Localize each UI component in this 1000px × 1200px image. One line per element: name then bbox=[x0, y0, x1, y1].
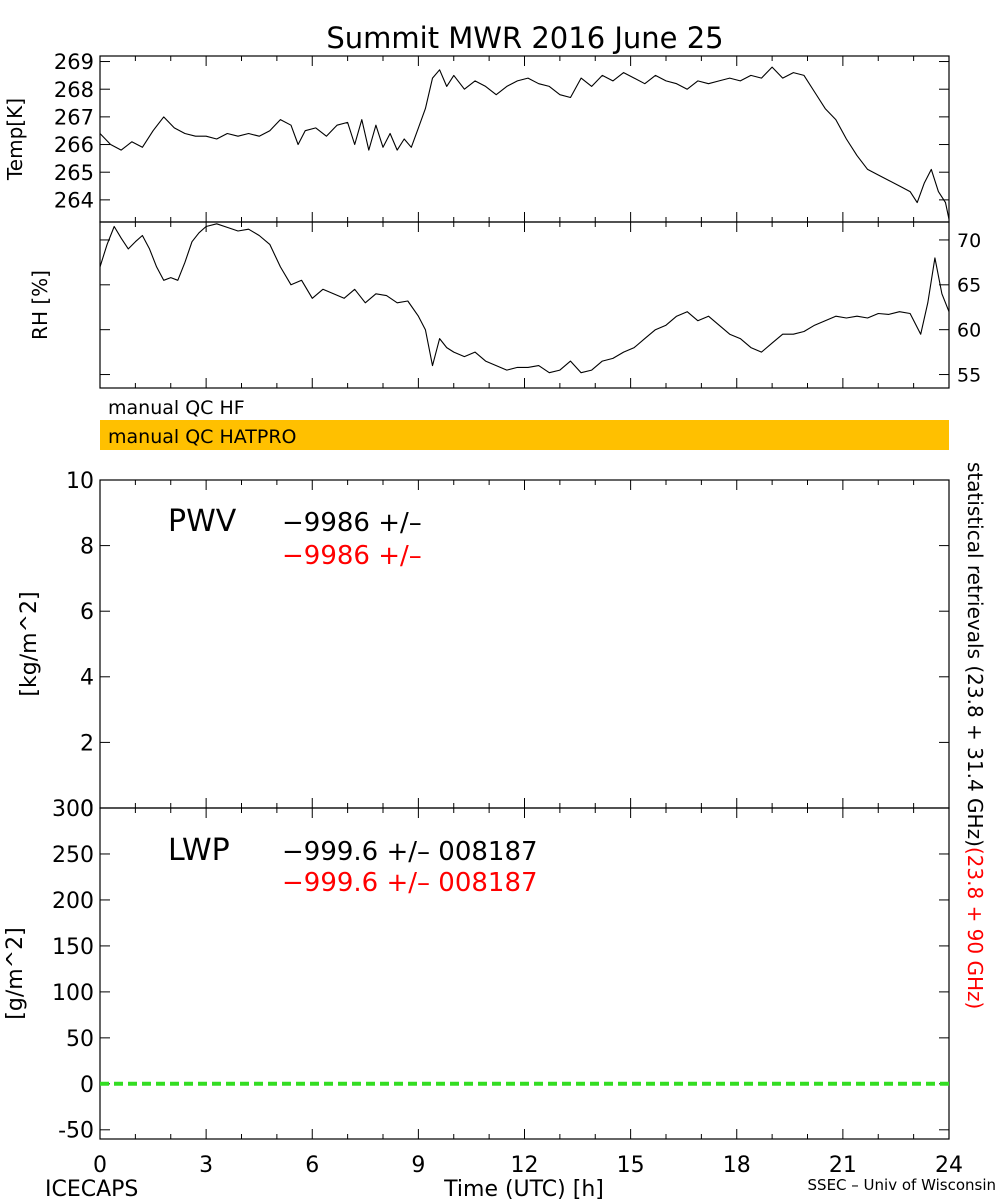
temp-ytick-label: 267 bbox=[54, 105, 94, 129]
pwv-ytick-label: 6 bbox=[80, 600, 94, 625]
pwv-ytick-label: 0 bbox=[80, 797, 94, 822]
lwp-value-black: −999.6 +/– 008187 bbox=[282, 837, 538, 867]
side-label-black: statistical retrievals (23.8 + 31.4 GHz) bbox=[963, 462, 987, 847]
lwp-ytick-label: 0 bbox=[80, 1073, 94, 1098]
x-axis-label: Time (UTC) [h] bbox=[443, 1177, 604, 1200]
temp-ytick-label: 264 bbox=[54, 188, 94, 212]
qc-bars: manual QC HF manual QC HATPRO bbox=[100, 392, 949, 450]
pwv-ylabel: [kg/m^2] bbox=[17, 591, 42, 696]
footer-right: SSEC – Univ of Wisconsin bbox=[808, 1176, 996, 1194]
lwp-ytick-label: 250 bbox=[52, 843, 94, 868]
x-tick-label: 21 bbox=[829, 1153, 857, 1178]
rh-ytick-label: 65 bbox=[957, 275, 981, 297]
side-label: statistical retrievals (23.8 + 31.4 GHz)… bbox=[963, 462, 987, 1009]
x-tick-label: 9 bbox=[411, 1153, 425, 1178]
lwp-ytick-label: 50 bbox=[66, 1027, 94, 1052]
lwp-panel: -50 0 50 100 150 200 250 300 [g/m^2] 0 3 6 9 12 15 18 21… bbox=[3, 797, 963, 1178]
lwp-value-red: −999.6 +/– 008187 bbox=[282, 868, 538, 898]
rh-series-0 bbox=[99, 223, 950, 374]
rh-ytick-label: 70 bbox=[957, 230, 981, 252]
rh-frame bbox=[99, 221, 950, 389]
lwp-ytick-label: -50 bbox=[58, 1119, 94, 1144]
qc-bar-hf-label: manual QC HF bbox=[108, 397, 245, 419]
svg-text:statistical retrievals (23.8 +: statistical retrievals (23.8 + 31.4 GHz)… bbox=[963, 462, 987, 1009]
temp-ytick-label: 266 bbox=[54, 133, 94, 157]
temp-series-0 bbox=[99, 66, 950, 220]
lwp-ytick-label: 100 bbox=[52, 981, 94, 1006]
x-tick-label: 12 bbox=[511, 1153, 539, 1178]
x-tick-label: 18 bbox=[723, 1153, 751, 1178]
qc-bar-hf bbox=[100, 392, 949, 420]
temp-ytick-label: 268 bbox=[54, 78, 94, 102]
pwv-ytick-label: 2 bbox=[80, 731, 94, 756]
qc-bar-hatpro bbox=[100, 420, 949, 450]
x-tick-label: 6 bbox=[305, 1153, 319, 1178]
qc-bar-hatpro-label: manual QC HATPRO bbox=[108, 426, 297, 448]
temp-frame bbox=[99, 55, 950, 223]
temp-ylabel: Temp[K] bbox=[3, 98, 27, 181]
side-label-red: (23.8 + 90 GHz) bbox=[963, 847, 987, 1009]
chart-title: Summit MWR 2016 June 25 bbox=[326, 21, 723, 55]
temp-ytick-label: 265 bbox=[54, 161, 94, 185]
pwv-ytick-label: 8 bbox=[80, 535, 94, 560]
x-tick-label: 0 bbox=[93, 1153, 107, 1178]
pwv-label: PWV bbox=[168, 504, 237, 539]
lwp-ytick-label: 300 bbox=[52, 797, 94, 822]
pwv-value-red: −9986 +/– bbox=[282, 541, 422, 571]
pwv-panel: 0 2 4 6 8 10 [kg/m^2] bbox=[17, 469, 950, 822]
rh-ytick-label: 60 bbox=[957, 320, 981, 342]
x-tick-label: 24 bbox=[935, 1153, 963, 1178]
pwv-ytick-label: 10 bbox=[66, 469, 94, 494]
temp-ytick-label: 269 bbox=[54, 50, 94, 74]
x-tick-label: 15 bbox=[617, 1153, 645, 1178]
x-tick-label: 3 bbox=[199, 1153, 213, 1178]
pwv-ytick-label: 4 bbox=[80, 666, 94, 691]
rh-ylabel: RH [%] bbox=[28, 270, 52, 340]
pwv-value-black: −9986 +/– bbox=[282, 508, 422, 538]
lwp-label: LWP bbox=[168, 833, 230, 868]
temperature-panel: 264 265 266 267 268 269 Temp[K] bbox=[3, 50, 950, 223]
lwp-ytick-label: 200 bbox=[52, 889, 94, 914]
lwp-ytick-label: 150 bbox=[52, 935, 94, 960]
lwp-ylabel: [g/m^2] bbox=[3, 927, 28, 1019]
footer-left: ICECAPS bbox=[45, 1177, 138, 1200]
relative-humidity-panel: 55 60 65 70 RH [%] bbox=[28, 221, 981, 389]
rh-ytick-label: 55 bbox=[957, 364, 981, 386]
